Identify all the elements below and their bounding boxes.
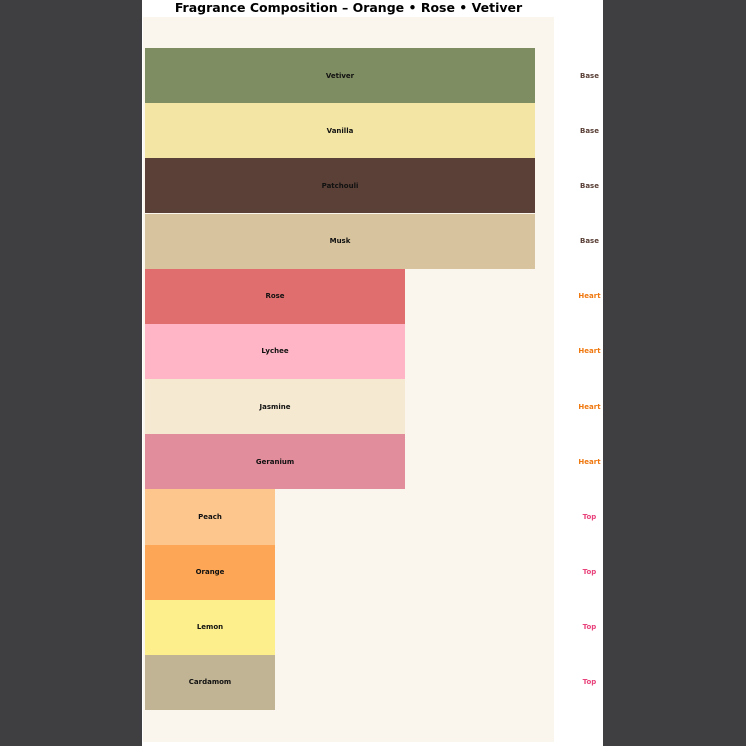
group-label-top: Top — [582, 568, 597, 577]
bar-lychee: Lychee — [145, 323, 405, 379]
group-label-heart: Heart — [578, 457, 601, 466]
group-label-base: Base — [580, 237, 599, 246]
chart-title: Fragrance Composition – Orange • Rose • … — [174, 0, 523, 15]
bar-label-orange: Orange — [195, 568, 225, 577]
bar-orange: Orange — [145, 544, 275, 600]
bar-vanilla: Vanilla — [145, 103, 535, 159]
group-label-base: Base — [580, 181, 599, 190]
bar-musk: Musk — [145, 213, 535, 269]
group-label-top: Top — [582, 678, 597, 687]
bar-label-cardamom: Cardamom — [188, 678, 232, 687]
group-label-heart: Heart — [578, 292, 601, 301]
group-label-base: Base — [580, 126, 599, 135]
bar-cardamom: Cardamom — [145, 654, 275, 711]
figure: Fragrance Composition – Orange • Rose • … — [142, 0, 603, 746]
bar-label-peach: Peach — [198, 512, 222, 521]
bar-label-rose: Rose — [265, 292, 285, 301]
bar-label-vetiver: Vetiver — [325, 71, 355, 80]
group-label-heart: Heart — [578, 347, 601, 356]
bar-label-lychee: Lychee — [261, 347, 289, 356]
group-label-top: Top — [582, 512, 597, 521]
bar-label-geranium: Geranium — [255, 457, 295, 466]
bar-label-lemon: Lemon — [196, 623, 224, 632]
bar-label-patchouli: Patchouli — [321, 181, 359, 190]
bar-jasmine: Jasmine — [145, 379, 405, 435]
bar-label-vanilla: Vanilla — [326, 126, 354, 135]
bar-label-musk: Musk — [329, 237, 351, 246]
bar-label-jasmine: Jasmine — [259, 402, 291, 411]
bar-lemon: Lemon — [145, 599, 275, 655]
bar-geranium: Geranium — [145, 434, 405, 490]
bar-vetiver: Vetiver — [145, 48, 535, 104]
group-label-top: Top — [582, 623, 597, 632]
bar-rose: Rose — [145, 268, 405, 324]
bar-patchouli: Patchouli — [145, 158, 535, 214]
group-label-heart: Heart — [578, 402, 601, 411]
bar-peach: Peach — [145, 489, 275, 545]
plot-area: Vetiver Vanilla Patchouli Musk Rose Lychee Jas… — [143, 17, 554, 742]
group-label-base: Base — [580, 71, 599, 80]
